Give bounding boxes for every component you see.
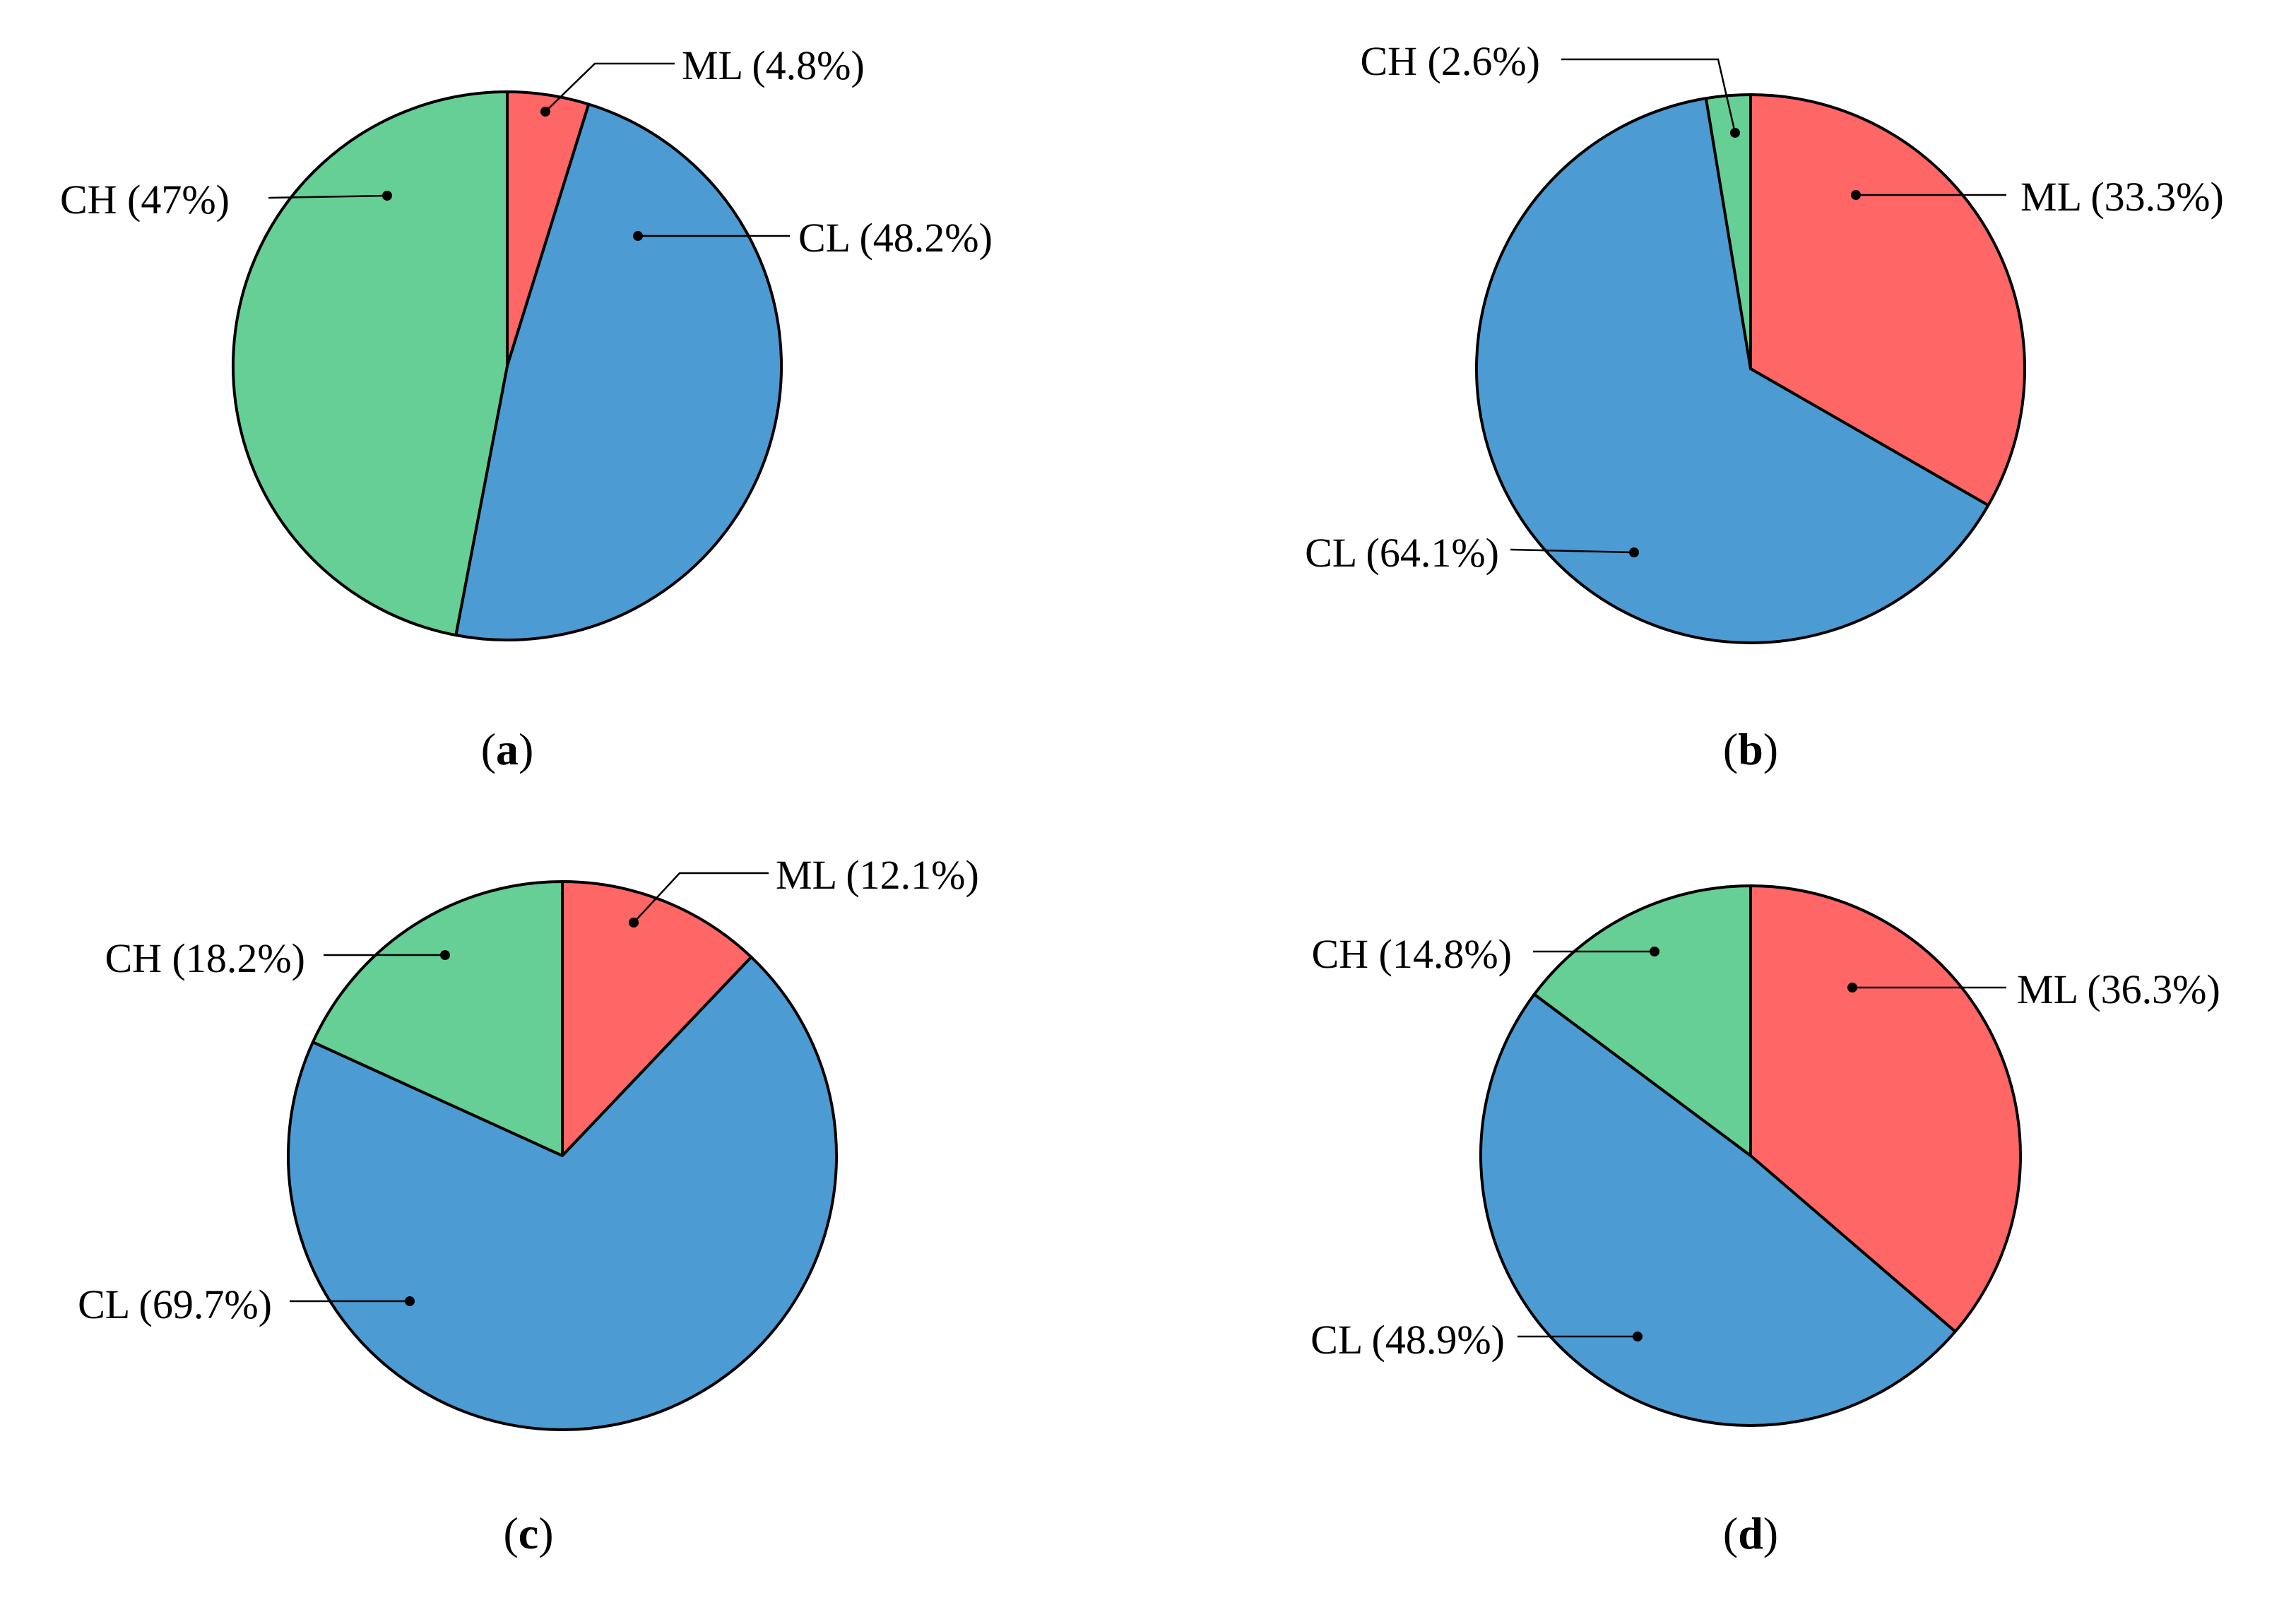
slice-label-ch: CH (47%) <box>60 177 230 223</box>
slice-label-cl: CL (64.1%) <box>1305 530 1499 576</box>
pie-slice-cl <box>1475 97 1990 645</box>
leader-dot-ch <box>1650 947 1659 956</box>
slice-label-ml: ML (12.1%) <box>776 852 979 898</box>
pie-slice-ml <box>1749 884 2022 1333</box>
leader-line-ml <box>545 62 675 112</box>
leader-dot-ch <box>1730 128 1740 138</box>
pie-slice-ml <box>561 880 753 1157</box>
slice-label-ml: ML (33.3%) <box>2020 174 2224 220</box>
pie-slice-ch <box>232 90 509 637</box>
leader-dot-cl <box>633 231 643 241</box>
pie-slice-cl <box>1479 992 1957 1427</box>
slice-label-ch: CH (14.8%) <box>1311 931 1512 977</box>
leader-dot-cl <box>1633 1332 1643 1341</box>
slice-label-ml: ML (4.8%) <box>682 42 865 88</box>
leader-dot-ch <box>382 191 392 201</box>
leader-dot-ml <box>629 918 639 928</box>
leader-line-ch <box>1561 58 1736 134</box>
leader-line-ml <box>633 872 769 923</box>
leader-line-cl <box>1510 548 1635 554</box>
slice-label-ch: CH (18.2%) <box>105 935 305 981</box>
pie-panel-d: ML (36.3%) CL (48.9%) CH (14.8%) (d) <box>1310 884 2220 1558</box>
pie-panel-c: ML (12.1%) CL (69.7%) CH (18.2%) (c) <box>78 852 979 1558</box>
leader-dot-cl <box>405 1296 415 1306</box>
slice-label-cl: CL (48.2%) <box>798 215 993 261</box>
slice-label-ml: ML (36.3%) <box>2017 966 2220 1012</box>
leader-line-ch <box>268 194 388 199</box>
panel-caption-b: (b) <box>1723 724 1778 774</box>
pie-slice-ml <box>1749 93 2026 507</box>
leader-dot-ml <box>1847 983 1857 992</box>
slice-label-ch: CH (2.6%) <box>1360 38 1540 84</box>
leader-dot-ml <box>540 107 550 117</box>
leader-dot-ch <box>440 950 450 960</box>
panel-caption-c: (c) <box>503 1508 553 1558</box>
pie-slice-cl <box>454 102 783 641</box>
slice-label-cl: CL (69.7%) <box>78 1281 272 1327</box>
pie-slice-cl <box>287 955 838 1431</box>
leader-dot-ml <box>1851 190 1861 200</box>
pie-slice-ch <box>1532 884 1752 1157</box>
slice-label-cl: CL (48.9%) <box>1310 1317 1505 1363</box>
panel-caption-a: (a) <box>481 724 534 774</box>
pie-slice-ch <box>311 880 564 1157</box>
pie-panel-b: ML (33.3%) CL (64.1%) CH (2.6%) (b) <box>1305 38 2224 774</box>
leader-dot-cl <box>1629 547 1639 557</box>
panel-caption-d: (d) <box>1723 1508 1778 1558</box>
pie-panel-a: ML (4.8%) CL (48.2%) CH (47%) (a) <box>60 42 993 774</box>
pie-slice-ch <box>1704 93 1752 370</box>
